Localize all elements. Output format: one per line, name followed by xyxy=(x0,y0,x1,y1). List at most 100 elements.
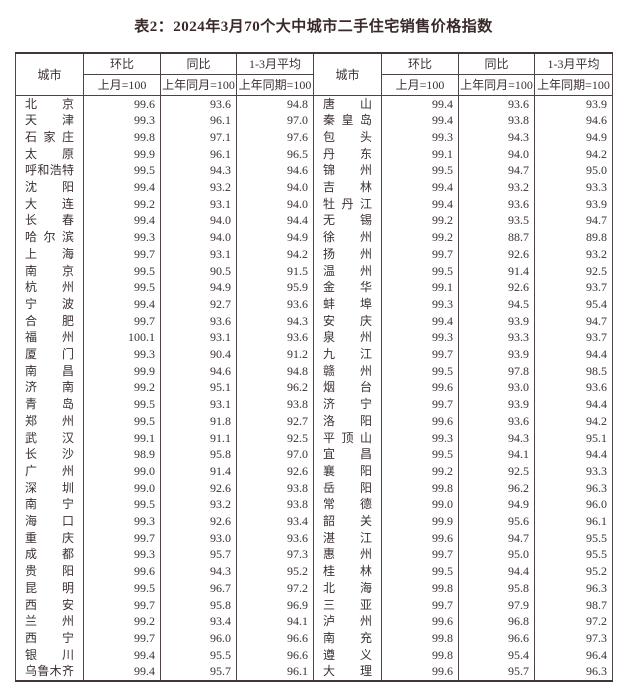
city-cell: 金华 xyxy=(313,279,382,296)
mom-cell: 99.4 xyxy=(83,179,161,196)
avg-cell: 94.1 xyxy=(236,613,314,630)
yoy-base-header-right: 上年同月=100 xyxy=(458,74,535,96)
mom-cell: 99.7 xyxy=(83,630,161,647)
yoy-cell: 94.1 xyxy=(458,446,535,463)
yoy-cell: 96.8 xyxy=(458,613,535,630)
yoy-cell: 94.3 xyxy=(458,128,535,146)
yoy-cell: 95.4 xyxy=(458,646,535,664)
mom-cell: 99.5 xyxy=(83,412,161,430)
mom-cell: 99.7 xyxy=(381,245,459,263)
mom-base-header-left: 上月=100 xyxy=(83,74,161,96)
avg-cell: 95.5 xyxy=(534,529,613,547)
yoy-cell: 94.9 xyxy=(458,496,535,514)
yoy-cell: 93.6 xyxy=(458,412,535,430)
avg-cell: 94.6 xyxy=(236,162,314,180)
city-cell: 牡丹江 xyxy=(313,195,382,213)
avg-cell: 96.9 xyxy=(236,596,314,614)
avg-cell: 96.2 xyxy=(236,379,314,397)
avg-cell: 98.5 xyxy=(534,362,613,380)
yoy-cell: 92.5 xyxy=(458,462,535,480)
city-cell: 西安 xyxy=(15,596,84,614)
avg-cell: 93.7 xyxy=(534,329,613,347)
avg-cell: 93.9 xyxy=(534,95,613,113)
mom-cell: 99.3 xyxy=(381,295,459,313)
mom-cell: 99.1 xyxy=(83,429,161,447)
avg-cell: 96.0 xyxy=(534,496,613,514)
table-row: 呼和浩特 99.5 94.3 94.6 锦州 99.5 94.7 95.0 xyxy=(15,162,613,180)
yoy-cell: 95.6 xyxy=(458,513,535,530)
mom-cell: 99.3 xyxy=(83,346,161,363)
mom-cell: 99.5 xyxy=(381,563,459,580)
avg-cell: 93.2 xyxy=(534,245,613,263)
city-cell: 宜昌 xyxy=(313,446,382,463)
table-row: 贵阳 99.6 94.3 95.2 桂林 99.5 94.4 95.2 xyxy=(15,563,613,580)
city-cell: 广州 xyxy=(15,462,84,480)
city-cell: 石家庄 xyxy=(15,128,84,146)
yoy-base-header-left: 上年同月=100 xyxy=(160,74,237,96)
mom-cell: 99.7 xyxy=(381,396,459,413)
avg-column-header-right: 1-3月平均 xyxy=(534,53,613,75)
mom-cell: 99.5 xyxy=(381,162,459,180)
yoy-cell: 93.1 xyxy=(160,245,237,263)
yoy-cell: 94.9 xyxy=(160,279,237,296)
mom-cell: 99.4 xyxy=(83,663,161,682)
yoy-cell: 93.1 xyxy=(160,329,237,347)
city-cell: 福州 xyxy=(15,329,84,347)
mom-cell: 99.9 xyxy=(83,362,161,380)
mom-cell: 99.3 xyxy=(381,329,459,347)
city-cell: 泸州 xyxy=(313,613,382,630)
mom-cell: 99.3 xyxy=(381,128,459,146)
yoy-cell: 96.0 xyxy=(160,630,237,647)
mom-cell: 99.8 xyxy=(381,630,459,647)
city-cell: 吉林 xyxy=(313,179,382,196)
yoy-cell: 93.2 xyxy=(160,496,237,514)
yoy-cell: 92.6 xyxy=(160,479,237,497)
mom-cell: 99.2 xyxy=(381,229,459,246)
mom-cell: 99.2 xyxy=(83,613,161,630)
avg-cell: 93.8 xyxy=(236,479,314,497)
avg-cell: 94.7 xyxy=(534,212,613,230)
city-cell: 三亚 xyxy=(313,596,382,614)
avg-cell: 93.3 xyxy=(534,462,613,480)
city-cell: 沈阳 xyxy=(15,179,84,196)
mom-column-header-right: 环比 xyxy=(381,53,459,75)
avg-cell: 95.0 xyxy=(534,162,613,180)
mom-cell: 99.6 xyxy=(381,529,459,547)
city-cell: 无锡 xyxy=(313,212,382,230)
mom-cell: 99.5 xyxy=(83,579,161,597)
city-cell: 南充 xyxy=(313,630,382,647)
table-row: 成都 99.3 95.7 97.3 惠州 99.7 95.0 95.5 xyxy=(15,546,613,564)
city-cell: 湛江 xyxy=(313,529,382,547)
city-cell: 徐州 xyxy=(313,229,382,246)
mom-cell: 99.5 xyxy=(381,362,459,380)
table-row: 哈尔滨 99.3 94.0 94.9 徐州 99.2 88.7 89.8 xyxy=(15,229,613,246)
avg-cell: 97.2 xyxy=(534,613,613,630)
yoy-cell: 94.3 xyxy=(160,563,237,580)
mom-cell: 99.6 xyxy=(381,379,459,397)
yoy-cell: 95.1 xyxy=(160,379,237,397)
city-cell: 洛阳 xyxy=(313,412,382,430)
avg-cell: 93.3 xyxy=(534,179,613,196)
yoy-cell: 94.0 xyxy=(160,212,237,230)
avg-cell: 94.0 xyxy=(236,195,314,213)
avg-cell: 94.2 xyxy=(236,245,314,263)
avg-cell: 91.5 xyxy=(236,262,314,280)
yoy-cell: 95.7 xyxy=(160,546,237,564)
avg-cell: 94.4 xyxy=(534,346,613,363)
table-row: 重庆 99.7 93.0 93.6 湛江 99.6 94.7 95.5 xyxy=(15,529,613,547)
city-cell: 呼和浩特 xyxy=(15,162,84,180)
mom-cell: 99.7 xyxy=(381,596,459,614)
avg-cell: 94.9 xyxy=(534,128,613,146)
table-row: 天津 99.3 96.1 97.0 秦皇岛 99.4 93.8 94.6 xyxy=(15,112,613,129)
mom-cell: 99.5 xyxy=(83,496,161,514)
city-cell: 武汉 xyxy=(15,429,84,447)
table-row: 南昌 99.9 94.6 94.8 赣州 99.5 97.8 98.5 xyxy=(15,362,613,380)
table-header-row-sub: 上月=100 上年同月=100 上年同期=100 上月=100 上年同月=100… xyxy=(16,74,613,96)
table-row: 南宁 99.5 93.2 93.8 常德 99.0 94.9 96.0 xyxy=(15,496,613,514)
mom-cell: 99.7 xyxy=(83,312,161,330)
table-row: 杭州 99.5 94.9 95.9 金华 99.1 92.6 93.7 xyxy=(15,279,613,296)
mom-cell: 99.6 xyxy=(381,663,459,682)
yoy-cell: 93.4 xyxy=(160,613,237,630)
city-cell: 济南 xyxy=(15,379,84,397)
yoy-cell: 95.8 xyxy=(458,579,535,597)
